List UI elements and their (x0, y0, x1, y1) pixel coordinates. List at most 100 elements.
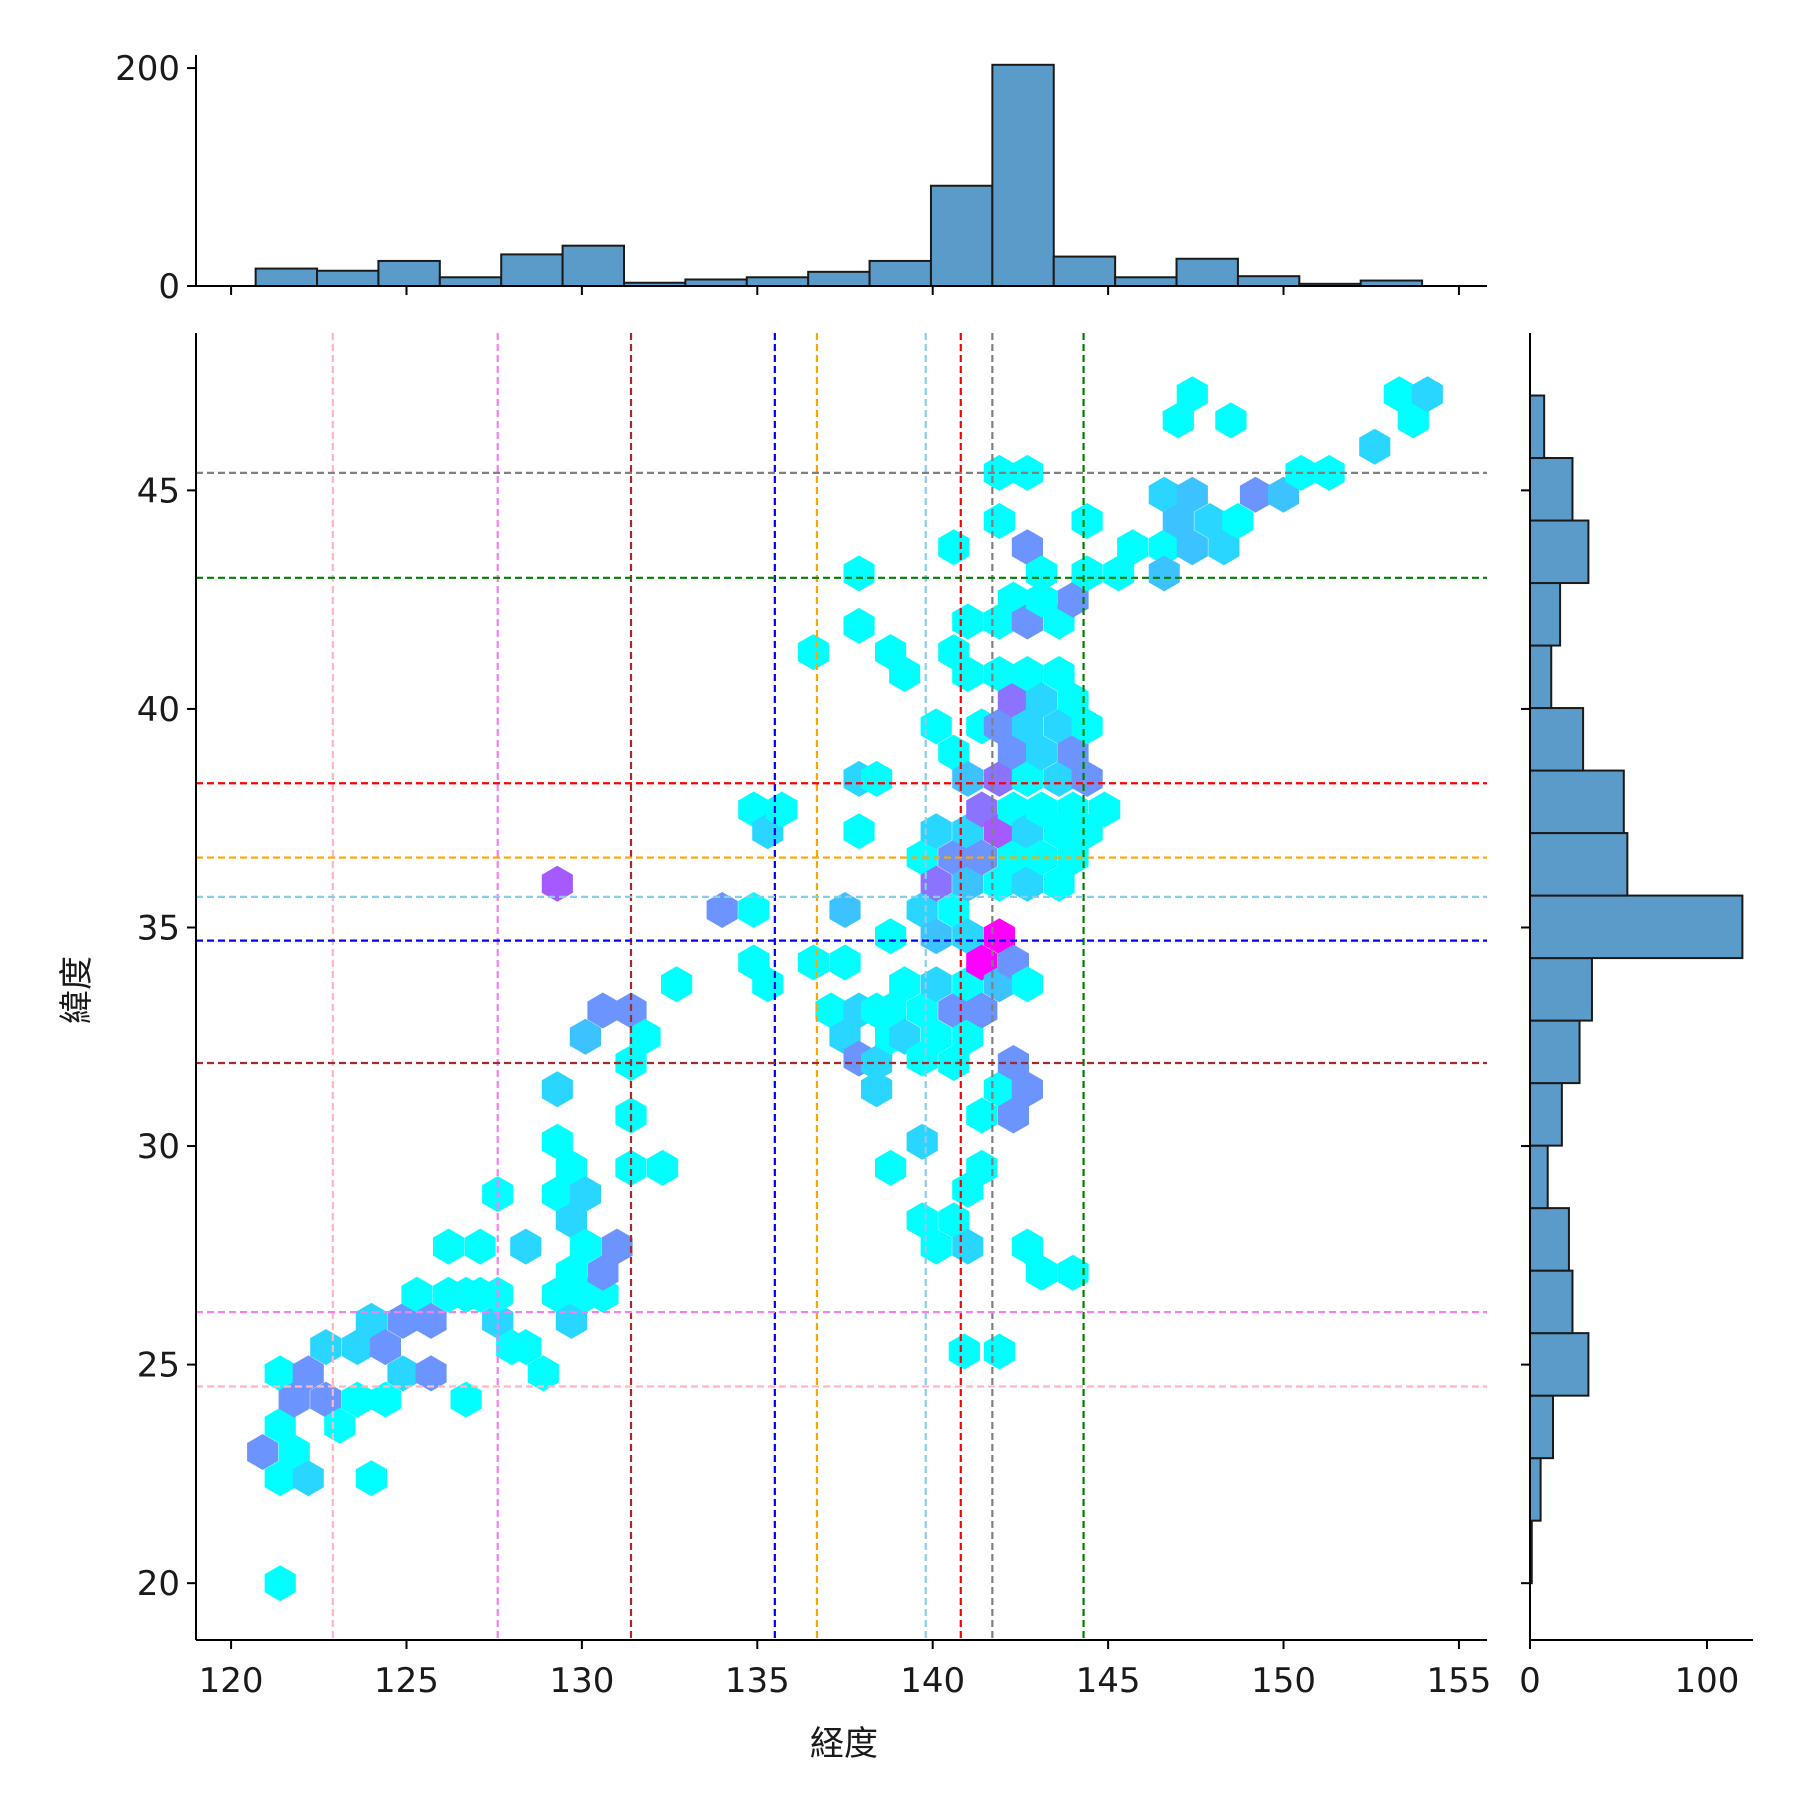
hexbin (1148, 476, 1180, 513)
x-tick-label: 135 (725, 1661, 790, 1701)
hexbin (1239, 476, 1272, 513)
hexbin (1043, 760, 1075, 797)
hexbin (450, 1381, 482, 1418)
hexbin (278, 1381, 310, 1418)
hexbin (433, 1228, 465, 1265)
hexbin (629, 1018, 661, 1055)
hexbin (1025, 682, 1058, 719)
right-histogram-bar (1529, 957, 1593, 1022)
hexbin (541, 1071, 573, 1108)
hexbin (264, 1355, 296, 1392)
hexbin (875, 1149, 907, 1186)
hexbin (341, 1381, 373, 1418)
top-histogram-bar (1114, 276, 1178, 288)
hexbin (920, 865, 952, 902)
hexbin (278, 1434, 310, 1470)
right-histogram-bar (1529, 1332, 1590, 1397)
hexbin (829, 892, 861, 928)
x-tick-label: 145 (1076, 1661, 1141, 1701)
hexbin (1397, 402, 1429, 439)
y-axis-label: 緯度 (57, 956, 97, 1024)
top-histogram-bar (500, 253, 564, 287)
right-histogram-bar (1529, 644, 1553, 710)
hexbin (587, 1254, 619, 1291)
hexbin (1011, 708, 1043, 745)
top-histogram-bar (254, 267, 319, 288)
main-plot: 120 125 130 135 140 145 150 155 20 25 30 35 40 45 (137, 333, 1491, 1701)
hexbin (527, 1355, 559, 1392)
right-histogram-bar (1529, 894, 1744, 960)
hexbin (829, 944, 861, 981)
hexbin (966, 992, 998, 1029)
top-hist-y-tick-label: 200 (115, 49, 180, 89)
hexbin (1025, 555, 1058, 592)
hexbin (738, 892, 770, 928)
hexbin (1025, 734, 1058, 771)
hexbin (1176, 376, 1208, 413)
hexbin (1043, 708, 1075, 745)
hexbin (1267, 476, 1300, 513)
hexbin (647, 1149, 679, 1186)
y-tick-label: 20 (137, 1564, 180, 1604)
hexbin (1011, 1071, 1043, 1108)
hexbin (889, 656, 921, 692)
hexbin (1208, 529, 1240, 566)
y-tick-label: 25 (137, 1346, 180, 1386)
hexbin (1162, 402, 1194, 439)
hexbin (601, 1228, 633, 1265)
hexbin (264, 1565, 296, 1602)
hexbin (464, 1228, 496, 1265)
hexbin (661, 966, 693, 1003)
hexbin (1071, 555, 1103, 592)
hexbin (1011, 966, 1043, 1003)
x-axis-label: 経度 (810, 1724, 878, 1764)
hexbin (541, 865, 573, 902)
hexbin (1057, 734, 1089, 771)
hexbin (569, 1176, 601, 1213)
hexbin (264, 1460, 296, 1497)
top-histogram-bar (1175, 257, 1239, 287)
right-histogram-bar (1529, 832, 1629, 897)
hexbin (906, 1202, 938, 1239)
hexbin (1025, 581, 1058, 618)
hexbin (415, 1355, 447, 1392)
hexbin (1176, 529, 1208, 566)
hexbin (355, 1460, 387, 1497)
hexbin (966, 1097, 998, 1134)
hexbin (541, 1123, 573, 1160)
top-histogram-bar (745, 276, 810, 288)
hexbin (615, 1149, 647, 1186)
top-histogram-bar (1236, 275, 1301, 287)
hexbin (1071, 760, 1103, 797)
hexbin (1194, 503, 1226, 539)
right-histogram-bar (1529, 394, 1546, 460)
x-tick-label: 155 (1426, 1661, 1491, 1701)
top-marginal-histogram: 0 200 (115, 49, 1487, 307)
hexbin (997, 1097, 1029, 1134)
top-hist-y-tick-label: 0 (158, 267, 180, 307)
hexbin (555, 1149, 587, 1186)
right-histogram-bar (1529, 582, 1562, 647)
hexbin (861, 1045, 893, 1081)
hexbin (569, 1228, 601, 1265)
hexbin (966, 791, 998, 828)
top-histogram-bar (807, 270, 871, 287)
hexbin (1011, 656, 1043, 692)
hexbin (997, 734, 1029, 771)
hexbin (1411, 376, 1443, 413)
hexbin (1057, 581, 1089, 618)
hexbin (706, 892, 738, 928)
hexbin (861, 760, 893, 797)
hexbin (1117, 529, 1149, 566)
right-histogram-bar (1529, 1394, 1555, 1460)
hexbin (920, 918, 952, 955)
hexbin (920, 813, 952, 850)
hexbin (843, 607, 875, 644)
hexbin (815, 992, 847, 1029)
hexbin (510, 1228, 542, 1265)
hexbin (1089, 791, 1121, 828)
hexbin (797, 634, 829, 671)
hexbin (1176, 476, 1208, 513)
hexbin (1025, 791, 1058, 828)
